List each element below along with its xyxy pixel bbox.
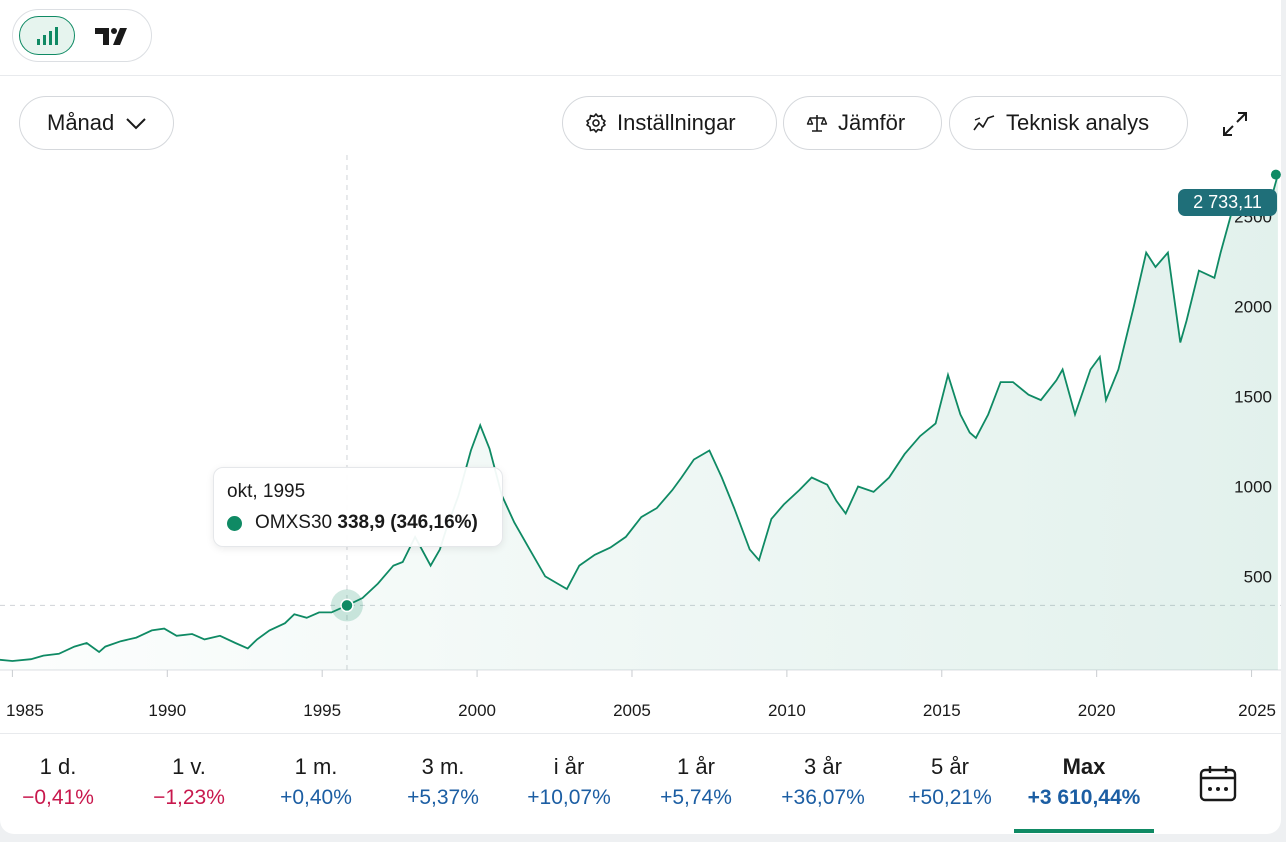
x-tick-label: 2010 (768, 701, 806, 720)
period-label: 5 år (931, 754, 969, 779)
period-1d[interactable]: 1 d. −0,41% (0, 754, 123, 810)
period-max[interactable]: Max +3 610,44% (1019, 754, 1149, 810)
period-label: Max (1062, 754, 1106, 779)
period-return: −0,41% (22, 786, 94, 809)
y-tick-label: 1000 (1234, 477, 1272, 496)
chevron-down-icon (126, 118, 146, 130)
header-divider (0, 75, 1281, 76)
bar-chart-icon (37, 26, 58, 45)
x-tick-label: 1985 (6, 701, 44, 720)
period-return: +3 610,44% (1027, 786, 1141, 809)
period-1m[interactable]: 1 m. +0,40% (251, 754, 381, 810)
x-tick-label: 2025 (1238, 701, 1276, 720)
hover-point (340, 598, 354, 613)
x-tick-label: 2000 (458, 701, 496, 720)
period-1y[interactable]: 1 år +5,74% (631, 754, 761, 810)
chart-type-toggle[interactable] (12, 9, 152, 62)
period-label: 1 m. (294, 754, 338, 779)
period-3y[interactable]: 3 år +36,07% (758, 754, 888, 810)
tradingview-logo-icon (95, 27, 127, 45)
price-area-fill (0, 174, 1278, 670)
tooltip-row: OMXS30 338,9 (346,16%) (227, 512, 478, 534)
active-period-indicator (1014, 829, 1154, 833)
x-tick-label: 1995 (303, 701, 341, 720)
period-return: +0,40% (280, 786, 352, 809)
trend-line-icon (973, 115, 995, 131)
settings-button[interactable]: Inställningar (562, 96, 777, 150)
period-3m[interactable]: 3 m. +5,37% (378, 754, 508, 810)
compare-label: Jämför (838, 110, 906, 135)
period-dropdown-label: Månad (47, 110, 115, 135)
y-tick-label: 1500 (1234, 388, 1272, 407)
tooltip-change: (346,16%) (390, 512, 478, 533)
technical-analysis-button[interactable]: Teknisk analys (949, 96, 1188, 150)
period-return: +5,74% (660, 786, 732, 809)
compare-button[interactable]: Jämför (783, 96, 942, 150)
technical-analysis-label: Teknisk analys (1006, 110, 1150, 135)
period-return: −1,23% (153, 786, 225, 809)
expand-button[interactable] (1216, 106, 1254, 142)
tooltip-series-name: OMXS30 (255, 512, 333, 533)
period-1w[interactable]: 1 v. −1,23% (124, 754, 254, 810)
x-tick-label: 2005 (613, 701, 651, 720)
period-return: +50,21% (908, 786, 992, 809)
period-5y[interactable]: 5 år +50,21% (885, 754, 1015, 810)
tooltip-value: 338,9 (337, 512, 385, 533)
period-label: i år (553, 754, 585, 779)
last-value-badge: 2 733,11 (1178, 189, 1277, 216)
tooltip-date: okt, 1995 (227, 481, 306, 502)
settings-label: Inställningar (617, 110, 736, 135)
last-point (1270, 169, 1281, 180)
period-label: 1 år (677, 754, 715, 779)
y-tick-label: 500 (1244, 567, 1272, 586)
expand-icon (1223, 112, 1247, 136)
period-dropdown[interactable]: Månad (19, 96, 174, 150)
gear-icon (586, 113, 606, 133)
scale-icon (806, 115, 828, 132)
y-tick-label: 2000 (1234, 298, 1272, 317)
x-tick-label: 2015 (923, 701, 961, 720)
period-label: 3 m. (421, 754, 465, 779)
chart-type-line-option[interactable] (19, 16, 75, 55)
calendar-icon[interactable] (1198, 764, 1238, 804)
period-return: +36,07% (781, 786, 865, 809)
x-tick-label: 2020 (1078, 701, 1116, 720)
x-tick-label: 1990 (148, 701, 186, 720)
period-ytd[interactable]: i år +10,07% (504, 754, 634, 810)
series-color-dot (227, 515, 242, 531)
period-label: 3 år (804, 754, 842, 779)
hover-tooltip: okt, 1995 OMXS30 338,9 (346,16%) (213, 467, 503, 547)
period-label: 1 v. (172, 754, 206, 779)
period-selector: 1 d. −0,41% 1 v. −1,23% 1 m. +0,40% 3 m. +5,… (0, 733, 1281, 834)
tradingview-option[interactable] (83, 16, 145, 55)
series-line-omxs30 (0, 174, 1279, 662)
period-label: 1 d. (39, 754, 77, 779)
period-return: +5,37% (407, 786, 479, 809)
period-return: +10,07% (527, 786, 611, 809)
